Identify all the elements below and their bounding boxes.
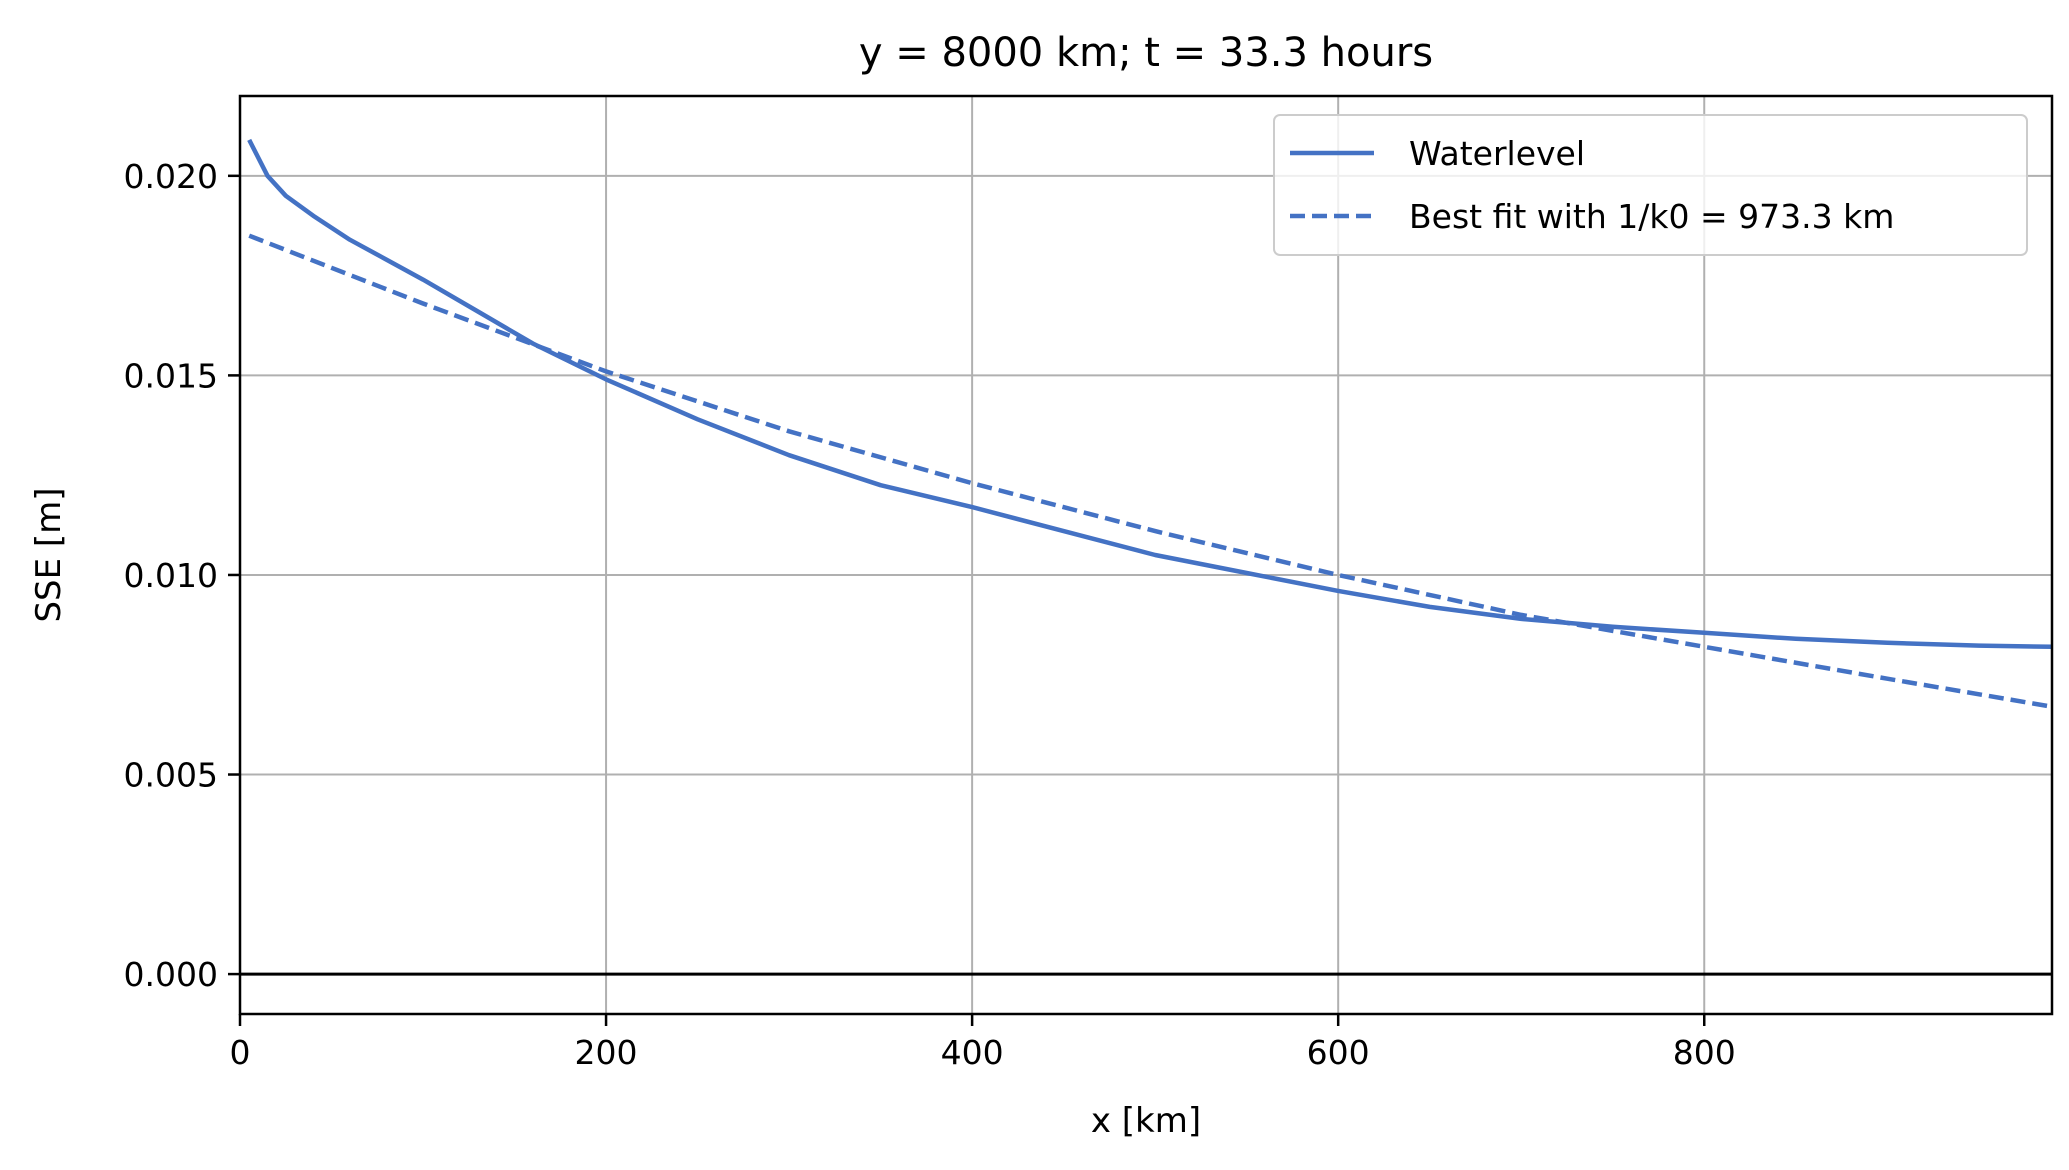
y-tick-label: 0.020 (124, 157, 218, 196)
y-tick-label: 0.010 (124, 556, 218, 595)
legend-label-best-fit: Best fit with 1/k0 = 973.3 km (1409, 197, 1894, 236)
series-line-waterlevel (247, 138, 2053, 650)
chart-title: y = 8000 km; t = 33.3 hours (859, 30, 1433, 76)
y-axis-label: SSE [m] (29, 487, 69, 622)
x-tick-label: 0 (230, 1033, 251, 1072)
x-tick-label: 800 (1673, 1033, 1736, 1072)
legend-box (1273, 114, 2028, 256)
plot-frame (238, 94, 2054, 1016)
x-tick-label: 400 (941, 1033, 1004, 1072)
series-line-best-fit (248, 233, 2053, 709)
x-tick-label: 200 (575, 1033, 638, 1072)
series-layer (247, 138, 2053, 709)
y-tick-label: 0.005 (124, 756, 218, 795)
ticks: 0 200 400 600 800 0.000 0.005 0.010 0.015 0.020 (124, 157, 1736, 1072)
y-tick-label: 0.000 (124, 955, 218, 994)
y-tick-label: 0.015 (124, 356, 218, 395)
legend-label-waterlevel: Waterlevel (1409, 134, 1585, 173)
legend: Waterlevel Best fit with 1/k0 = 973.3 km (1273, 114, 2028, 256)
x-axis-label: x [km] (1091, 1101, 1201, 1141)
x-tick-label: 600 (1307, 1033, 1370, 1072)
